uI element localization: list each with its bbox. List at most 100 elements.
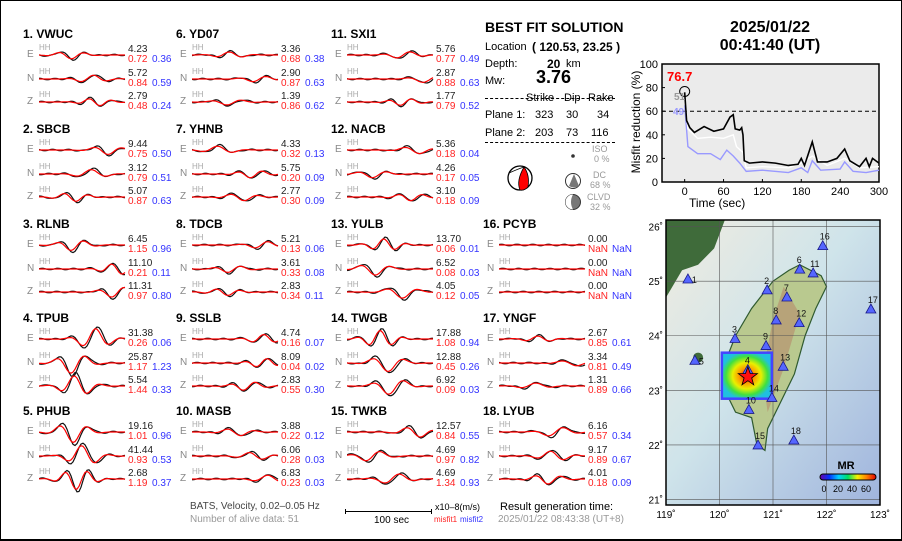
station-map-label: 16 <box>820 232 830 242</box>
synthetic-waveform <box>499 475 585 485</box>
lon-tick-label: 122˚ <box>816 509 836 521</box>
chart-ylabel: Misfit reduction (%) <box>629 70 643 174</box>
channel-label: HH <box>347 350 359 360</box>
header-rake: Rake <box>588 92 614 104</box>
component-label: E <box>27 426 34 437</box>
station-map-label: 7 <box>784 283 789 293</box>
peak-amplitude: 2.67 <box>588 328 608 339</box>
peak-amplitude: 9.44 <box>128 139 148 150</box>
peak-amplitude: 2.77 <box>281 186 301 197</box>
plane2-rake: 116 <box>591 127 609 139</box>
white-series-line <box>683 99 880 169</box>
channel-label: HH <box>347 90 359 99</box>
station-triangle-icon <box>761 284 773 295</box>
component-label: E <box>487 426 494 437</box>
station-title: 9. SSLB <box>176 311 221 325</box>
misfit1-value: 0.13 <box>281 244 301 255</box>
peak-amplitude: 2.79 <box>128 91 148 102</box>
station-triangle-icon <box>781 291 793 302</box>
synthetic-waveform <box>192 381 279 391</box>
observed-waveform <box>39 286 126 300</box>
station-code: NACB <box>351 122 386 136</box>
lat-tick-label: 24˚ <box>649 331 663 343</box>
station-title: 5. PHUB <box>23 404 70 418</box>
synthetic-waveform <box>347 146 434 155</box>
station-title: 4. TPUB <box>23 311 69 325</box>
depth-label: Depth: <box>485 58 518 70</box>
station-map-label: 1 <box>692 275 697 285</box>
component-label: N <box>180 167 188 179</box>
misfit2-value: 0.05 <box>460 291 480 302</box>
component-label: Z <box>487 380 494 391</box>
misfit1-value: 1.44 <box>128 385 148 396</box>
misfit1-value: 0.68 <box>281 54 301 65</box>
peak-amplitude: 4.23 <box>128 44 148 55</box>
misfit1-legend: misfit1 <box>434 515 458 524</box>
synthetic-waveform <box>499 382 585 389</box>
peak-amplitude: 3.36 <box>281 44 301 55</box>
header-dip: Dip <box>564 92 581 104</box>
waveform-trace <box>347 170 434 180</box>
station-code: YULB <box>350 217 384 231</box>
filter-info: BATS, Velocity, 0.02–0.05 Hz <box>190 501 320 512</box>
synthetic-waveform <box>347 330 433 346</box>
misfit2-value: 0.55 <box>460 431 480 442</box>
misfit2-value: 0.36 <box>152 54 172 65</box>
component-label: N <box>335 262 343 274</box>
misfit1-value: 0.79 <box>436 101 456 112</box>
synthetic-waveform <box>39 444 126 463</box>
waveform-trace <box>192 99 279 107</box>
component-label: E <box>487 239 494 250</box>
station-number: 5. <box>23 404 34 418</box>
misfit2-value: 1.23 <box>152 361 172 373</box>
synthetic-waveform <box>39 168 126 177</box>
plane1-label: Plane 1: <box>485 109 526 121</box>
channel-label: HH <box>39 66 51 76</box>
component-label: E <box>180 239 187 250</box>
synthetic-waveform <box>347 51 434 59</box>
station-title: 3. RLNB <box>23 217 70 231</box>
plane2-label: Plane 2: <box>485 127 526 139</box>
waveform-trace <box>39 167 126 177</box>
x-tick-label: 60 <box>717 186 729 198</box>
peak-amplitude: 5.76 <box>436 44 456 55</box>
waveform-trace <box>192 74 279 84</box>
peak-amplitude: 5.21 <box>281 234 301 245</box>
waveform-trace <box>499 381 586 390</box>
dc-value: 68 % <box>590 180 611 190</box>
peak-amplitude: 4.69 <box>436 468 456 479</box>
misfit2-value: 0.61 <box>612 338 632 349</box>
synthetic-waveform <box>192 241 279 249</box>
misfit1-value: 0.72 <box>128 54 148 65</box>
observed-waveform <box>192 265 279 275</box>
waveform-trace <box>347 50 434 59</box>
clvd-icon <box>565 194 581 210</box>
misfit1-value: 0.08 <box>436 267 456 279</box>
peak-amplitude: 3.88 <box>281 421 301 432</box>
colorbar-tick-label: 0 <box>821 484 826 494</box>
misfit1-value: NaN <box>588 267 609 279</box>
waveform-trace <box>499 449 586 461</box>
channel-label: HH <box>39 350 51 360</box>
misfit1-value: 0.84 <box>128 77 148 89</box>
component-label: N <box>27 449 35 461</box>
peak-amplitude: 6.83 <box>281 468 301 479</box>
station-code: TWKB <box>351 404 388 418</box>
channel-label: HH <box>499 374 511 383</box>
misfit1-value: 0.06 <box>436 244 456 255</box>
waveform-trace <box>39 469 126 493</box>
synthetic-waveform <box>499 450 586 460</box>
component-label: Z <box>180 191 187 202</box>
channel-label: HH <box>192 374 204 383</box>
station-title: 18. LYUB <box>483 404 535 418</box>
waveform-trace <box>347 144 434 155</box>
component-label: N <box>180 262 188 274</box>
station-code: PHUB <box>36 404 71 418</box>
waveform-trace <box>39 145 126 157</box>
observed-waveform <box>499 473 586 486</box>
misfit1-value: 0.22 <box>281 431 301 442</box>
peak-amplitude: 25.87 <box>128 351 154 363</box>
synthetic-waveform <box>39 355 125 374</box>
synthetic-waveform <box>39 51 125 60</box>
station-title: 14. TWGB <box>331 311 388 325</box>
